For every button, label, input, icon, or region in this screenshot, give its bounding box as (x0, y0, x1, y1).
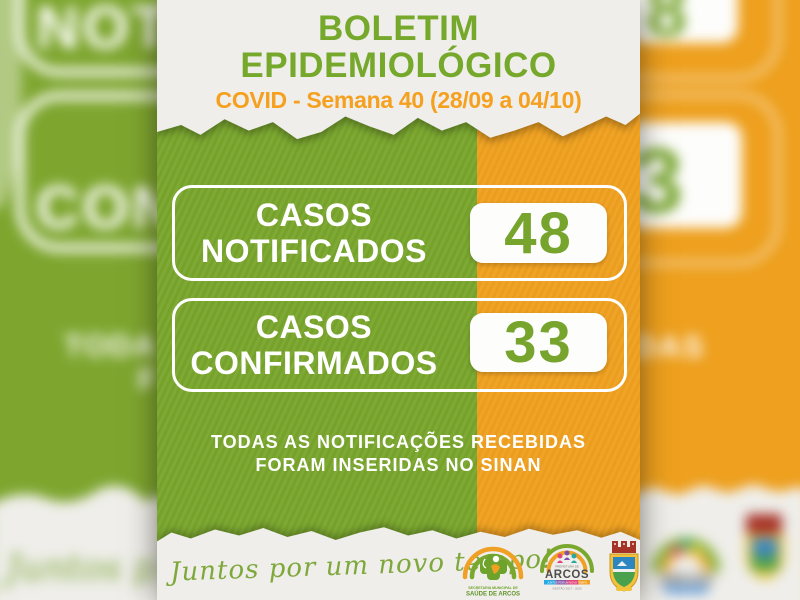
stat-label-line1: CASOS (255, 196, 373, 233)
note-line1: TODAS AS NOTIFICAÇÕES RECEBIDAS (210, 432, 587, 452)
stat-casos-confirmados: CASOS CONFIRMADOS 33 (172, 298, 627, 392)
prefeitura-arcos-logo rainbow-arch-people-icon: PREFEITURA DE ARCOS JUNTOS POR UM NOVO T… (540, 544, 594, 591)
bg-text-fragment-notificados: NOT (36, 0, 158, 61)
bg-stat-outline-fragment (638, 0, 782, 82)
note-line2: FORAM INSERIDAS NO SINAN (255, 455, 542, 476)
stat-label-line2: NOTIFICADOS (201, 233, 427, 269)
stat-notificados-value: 48 (470, 201, 607, 266)
bulletin-card: BOLETIM EPIDEMIOLÓGICO COVID - Semana 40… (157, 0, 640, 600)
bg-stat-outline-fragment (16, 92, 158, 252)
poster-title-line2: EPIDEMIOLÓGICO (240, 46, 557, 85)
saude-logo-line2: SAÚDE DE ARCOS (466, 591, 520, 598)
bg-stat-outline-fragment (638, 91, 782, 267)
bg-text-fragment-confirmados: CON (36, 174, 158, 241)
prefeitura-logo-banner: JUNTOS POR UM NOVO TEMPO (547, 581, 587, 585)
stat-label-line2: CONFIRMADOS (190, 345, 438, 381)
stat-confirmados-label: CASOS CONFIRMADOS (173, 309, 455, 381)
footer-torn-paper: Juntos por um novo tempo! SECRETARIA MUN… (157, 525, 640, 600)
prefeitura-logo-line2: ARCOS (545, 569, 589, 581)
stat-notificados-label: CASOS NOTIFICADOS (173, 197, 455, 269)
bg-value-box-fragment (638, 122, 742, 228)
stat-confirmados-value: 33 (470, 310, 607, 375)
background-left-blur-content: NOT CON TODA F Juntos p (0, 0, 158, 600)
poster-subtitle: COVID - Semana 40 (28/09 a 04/10) (215, 87, 582, 113)
background-right-blur: 8 3 DAS ARCOS (638, 0, 800, 600)
sinan-note: TODAS AS NOTIFICAÇÕES RECEBIDAS FORAM IN… (157, 431, 640, 477)
background-right-blur-content: 8 3 DAS ARCOS (638, 0, 800, 600)
bg-value-box-fragment (638, 0, 738, 43)
bg-value-fragment-48: 8 (646, 0, 687, 52)
bg-text-fragment-recebidas: DAS (638, 329, 705, 364)
prefeitura-logo-gestao: GESTÃO 2017 - 2020 (552, 586, 582, 591)
background-left-blur: NOT CON TODA F Juntos p (0, 0, 158, 600)
bg-slogan-fragment: Juntos p (0, 548, 156, 589)
bg-prefeitura-logo-blur: ARCOS (651, 537, 721, 593)
bg-value-fragment-33: 3 (638, 130, 683, 232)
bg-text-fragment-todas: TODA (64, 328, 157, 363)
footer-logos: SECRETARIA MUNICIPAL DE SAÚDE DE ARCOS P… (457, 539, 640, 599)
svg-text:ARCOS: ARCOS (659, 571, 713, 588)
stat-label-line1: CASOS (255, 308, 373, 345)
bg-text-fragment-foram: F (138, 362, 157, 397)
prefeitura-logo-line1: PREFEITURA DE (555, 565, 579, 569)
header-torn-paper: BOLETIM EPIDEMIOLÓGICO COVID - Semana 40… (157, 0, 640, 142)
bg-torn-paper-bottom (0, 485, 158, 600)
saude-logo-line1: SECRETARIA MUNICIPAL DE (468, 586, 518, 590)
bg-stat-outline-fragment (16, 0, 158, 76)
stat-casos-notificados: CASOS NOTIFICADOS 48 (172, 185, 627, 281)
poster-title-line1: BOLETIM (318, 9, 479, 48)
saude-arcos-logo health-cross-arch-icon: SECRETARIA MUNICIPAL DE SAÚDE DE ARCOS (462, 546, 524, 598)
arcos-coat-of-arms-logo shield-icon (609, 541, 639, 592)
bg-coat-of-arms-blur (746, 514, 784, 580)
